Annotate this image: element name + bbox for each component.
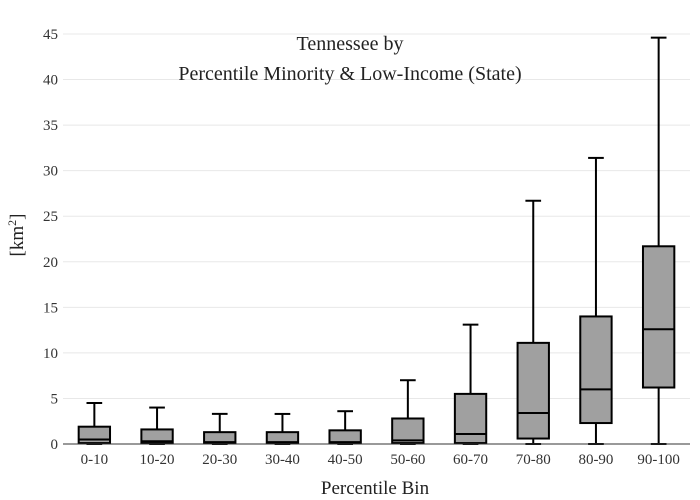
box-iqr xyxy=(516,341,550,440)
y-axis-title-base: [km xyxy=(7,226,28,257)
box-series xyxy=(77,36,676,445)
box-90-100 xyxy=(641,36,676,445)
y-tick-label: 20 xyxy=(43,255,58,271)
y-axis-title-superscript: 2 xyxy=(5,220,19,226)
y-axis-title-end: ] xyxy=(7,214,28,220)
y-tick-label: 30 xyxy=(43,164,58,180)
x-tick-label: 0-10 xyxy=(81,452,109,468)
y-tick-label: 5 xyxy=(51,391,59,407)
chart-title-line-1: Tennessee by xyxy=(297,33,404,55)
box-iqr xyxy=(641,245,676,389)
y-tick-label: 0 xyxy=(51,437,59,453)
box-40-50 xyxy=(328,410,362,445)
x-tick-label: 90-100 xyxy=(637,452,680,468)
box-60-70 xyxy=(453,323,488,445)
box-iqr xyxy=(453,392,488,445)
x-axis-ticks: 0-10 10-20 20-30 30-40 40-50 50-60 60-70 70-80 8… xyxy=(81,452,680,468)
y-tick-label: 15 xyxy=(43,300,58,316)
chart-title-line-2: Percentile Minority & Low-Income (State) xyxy=(178,63,521,85)
box-70-80 xyxy=(516,199,550,445)
box-iqr xyxy=(391,417,425,445)
x-tick-label: 50-60 xyxy=(390,452,425,468)
y-axis-ticks: 0 5 10 15 20 25 30 35 40 45 xyxy=(43,27,58,453)
y-axis-title: [km2] xyxy=(5,214,28,257)
box-50-60 xyxy=(391,379,425,445)
x-axis-title: Percentile Bin xyxy=(321,478,430,499)
y-tick-label: 25 xyxy=(43,209,58,225)
box-iqr xyxy=(579,315,613,425)
gridlines xyxy=(63,33,690,399)
x-tick-label: 10-20 xyxy=(140,452,175,468)
x-tick-label: 80-90 xyxy=(578,452,613,468)
y-tick-label: 35 xyxy=(43,118,58,134)
x-tick-label: 40-50 xyxy=(328,452,363,468)
box-iqr xyxy=(77,425,112,445)
y-tick-label: 40 xyxy=(43,73,58,89)
box-iqr xyxy=(328,429,362,445)
x-tick-label: 30-40 xyxy=(265,452,300,468)
box-80-90 xyxy=(579,156,613,445)
box-iqr xyxy=(140,428,174,445)
y-tick-label: 45 xyxy=(43,27,58,43)
y-tick-label: 10 xyxy=(43,346,58,362)
x-tick-label: 70-80 xyxy=(516,452,551,468)
x-tick-label: 60-70 xyxy=(453,452,488,468)
box-10-20 xyxy=(140,406,174,445)
box-20-30 xyxy=(203,412,237,445)
x-tick-label: 20-30 xyxy=(202,452,237,468)
box-30-40 xyxy=(265,412,300,445)
box-0-10 xyxy=(77,402,112,445)
